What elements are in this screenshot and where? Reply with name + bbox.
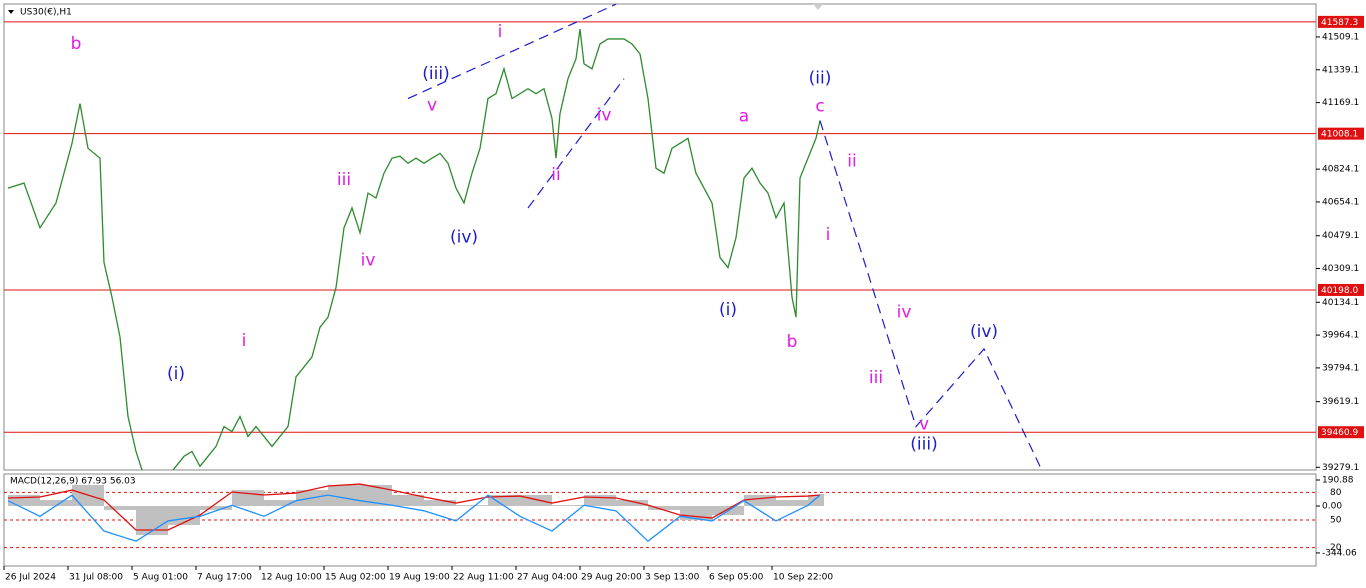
macd-bar — [584, 494, 616, 507]
x-tick-label: 27 Aug 04:00 — [517, 573, 578, 583]
x-tick-label: 15 Aug 02:00 — [325, 573, 386, 583]
x-tick-label: 10 Sep 22:00 — [773, 573, 833, 583]
macd-bar — [744, 494, 776, 507]
y-tick-label: 190.88 — [1322, 476, 1354, 486]
macd-bar — [520, 494, 552, 507]
y-tick-label: 40654.1 — [1322, 197, 1359, 207]
wave-label: iv — [597, 106, 612, 126]
wave-label: ii — [551, 165, 560, 185]
x-tick-label: 7 Aug 17:00 — [197, 573, 252, 583]
wave-projection — [407, 4, 617, 100]
macd-bar — [616, 500, 648, 507]
wave-label: v — [427, 95, 437, 115]
plot-area — [4, 4, 1316, 470]
macd-bar — [456, 505, 488, 507]
macd-bar — [392, 494, 424, 507]
macd-bar — [200, 506, 232, 510]
x-tick-label: 31 Jul 08:00 — [69, 573, 123, 583]
macd-line — [7, 483, 821, 531]
y-tick-label: 39794.1 — [1322, 363, 1359, 373]
y2-tick-label: 50 — [1330, 516, 1342, 526]
wave-label: v — [919, 415, 929, 435]
chart-title: US30(€),H1 — [20, 8, 72, 18]
y-tick-label: 41339.1 — [1322, 65, 1359, 75]
menu-arrow[interactable] — [8, 10, 14, 14]
macd-title: MACD(12,26,9) 67.93 56.03 — [10, 477, 136, 487]
level-label: 41587.3 — [1321, 18, 1358, 28]
y-tick-label: 39619.1 — [1322, 397, 1359, 407]
wave-label: iii — [869, 368, 883, 388]
y-tick-label: 39279.1 — [1322, 463, 1359, 473]
level-label: 41008.1 — [1321, 130, 1358, 140]
wave-label: (iv) — [450, 228, 478, 248]
macd-bar — [104, 506, 136, 510]
level-label: 39460.9 — [1321, 428, 1358, 438]
macd-bar — [820, 494, 824, 507]
x-tick-label: 19 Aug 19:00 — [389, 573, 450, 583]
y-tick-label: -344.06 — [1322, 548, 1357, 558]
wave-label: c — [815, 97, 824, 117]
y-tick-label: 0.00 — [1322, 502, 1342, 512]
x-tick-label: 5 Aug 01:00 — [133, 573, 188, 583]
y2-tick-label: 80 — [1330, 488, 1342, 498]
shift-marker — [813, 4, 823, 10]
wave-label: iv — [361, 251, 376, 271]
x-tick-label: 22 Aug 11:00 — [453, 573, 514, 583]
macd-bar — [328, 485, 360, 507]
x-tick-label: 26 Jul 2024 — [5, 573, 56, 583]
x-tick-label: 29 Aug 20:00 — [581, 573, 642, 583]
macd-bar — [264, 500, 296, 507]
wave-label: a — [739, 106, 749, 126]
y-tick-label: 40309.1 — [1322, 264, 1359, 274]
wave-label: iv — [897, 302, 912, 322]
x-tick-label: 6 Sep 05:00 — [709, 573, 764, 583]
y2-tick-label: 20 — [1330, 543, 1342, 553]
macd-line — [7, 494, 821, 543]
wave-label: i — [826, 225, 831, 245]
level-label-bg — [1318, 283, 1364, 296]
x-tick-label: 12 Aug 10:00 — [261, 573, 322, 583]
level-label-bg — [1318, 426, 1364, 439]
level-label-bg — [1318, 15, 1364, 28]
wave-label: b — [71, 34, 82, 54]
x-tick-label: 3 Sep 13:00 — [645, 573, 700, 583]
wave-label: i — [498, 22, 503, 42]
price-line — [7, 28, 821, 470]
macd-bar — [776, 500, 808, 507]
y-tick-label: 41509.1 — [1322, 32, 1359, 42]
wave-label: (ii) — [809, 69, 832, 89]
macd-bar — [360, 485, 392, 507]
wave-label: (iv) — [970, 322, 998, 342]
macd-bar — [424, 500, 456, 507]
y-tick-label: 40479.1 — [1322, 231, 1359, 241]
macd-bar — [488, 494, 520, 507]
plot-area — [4, 483, 1316, 549]
y-tick-label: 40134.1 — [1322, 298, 1359, 308]
price-panel — [3, 3, 1317, 471]
macd-bar — [8, 494, 40, 507]
macd-bar — [552, 505, 584, 507]
wave-label: (iii) — [422, 64, 449, 84]
wave-label: (i) — [167, 364, 185, 384]
macd-bar — [648, 506, 680, 510]
wave-projection — [527, 78, 625, 209]
wave-projection — [819, 120, 1041, 467]
wave-label: iii — [337, 170, 351, 190]
macd-bar — [40, 500, 72, 507]
y-tick-label: 39964.1 — [1322, 331, 1359, 341]
level-label-bg — [1318, 127, 1364, 140]
y-tick-label: 41169.1 — [1322, 98, 1359, 108]
y-tick-label: 40824.1 — [1322, 165, 1359, 175]
wave-label: (i) — [719, 300, 737, 320]
macd-bar — [680, 506, 712, 521]
wave-label: b — [787, 332, 798, 352]
wave-label: ii — [847, 151, 856, 171]
level-label: 40198.0 — [1321, 286, 1358, 296]
wave-label: i — [242, 331, 247, 351]
wave-label: (iii) — [910, 435, 937, 455]
